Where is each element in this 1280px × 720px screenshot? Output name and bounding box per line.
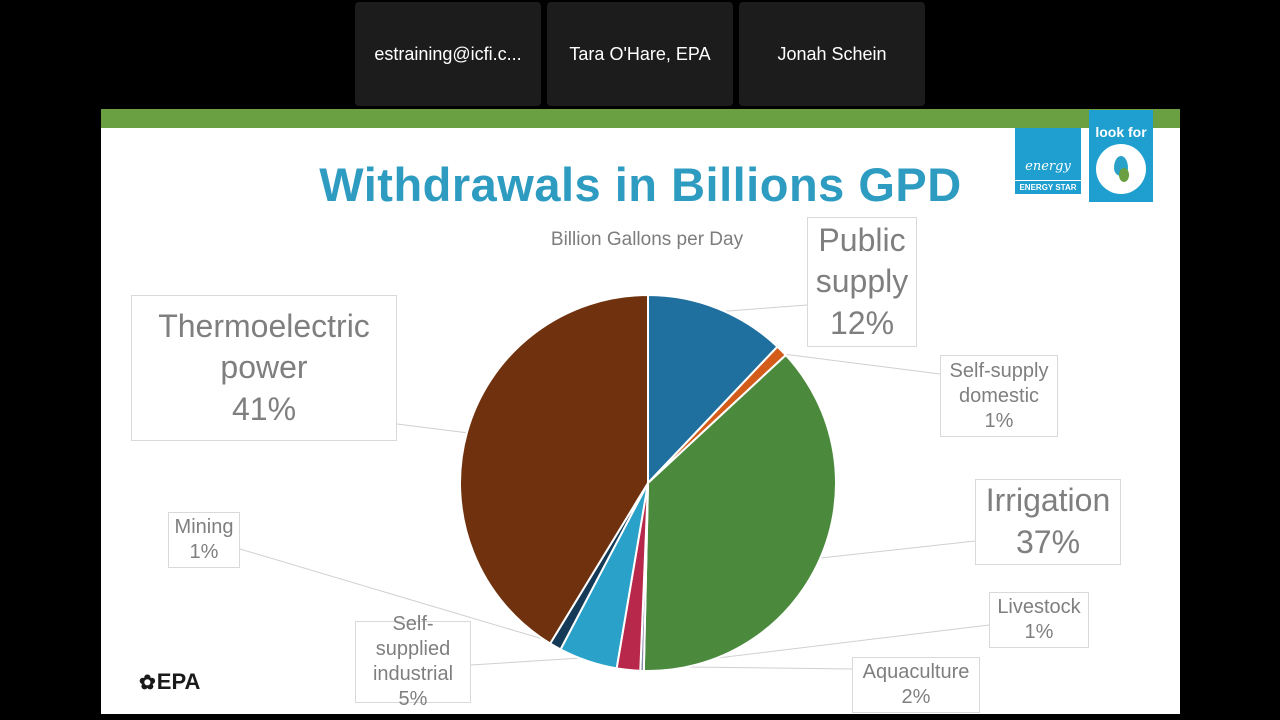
participant-name: estraining@icfi.c... bbox=[374, 43, 522, 64]
data-label-public-supply: Public supply 12% bbox=[807, 217, 917, 347]
data-label-thermoelectric: Thermoelectric power 41% bbox=[131, 295, 397, 441]
leader-line-thermoelectric bbox=[396, 423, 471, 434]
leader-line-self-supply-domestic bbox=[778, 352, 941, 375]
participant-tile[interactable]: estraining@icfi.c... bbox=[355, 2, 541, 106]
leader-line-irrigation bbox=[815, 540, 976, 560]
water-drop-icon bbox=[1096, 144, 1146, 194]
participant-name: Tara O'Hare, EPA bbox=[569, 43, 711, 64]
chart-title: Billion Gallons per Day bbox=[550, 229, 744, 250]
data-label-irrigation: Irrigation 37% bbox=[975, 479, 1121, 565]
data-label-self-supplied-industrial: Self-supplied industrial 5% bbox=[355, 613, 471, 710]
data-label-livestock: Livestock 1% bbox=[989, 592, 1089, 648]
slide-header-bar bbox=[101, 109, 1180, 128]
watersense-logo: look for bbox=[1089, 110, 1153, 202]
leader-line-self-supplied-industrial bbox=[470, 657, 590, 666]
participant-tile[interactable]: Jonah Schein bbox=[739, 2, 925, 106]
pie-slice-public-supply bbox=[647, 293, 779, 486]
pie-slice-irrigation bbox=[642, 353, 837, 672]
participant-tile[interactable]: Tara O'Hare, EPA bbox=[547, 2, 733, 106]
pie-chart bbox=[239, 293, 990, 672]
leader-line-mining bbox=[239, 548, 558, 644]
epa-flower-icon: ✿ bbox=[139, 671, 156, 694]
participant-name: Jonah Schein bbox=[777, 43, 887, 64]
data-label-mining: Mining 1% bbox=[168, 512, 240, 568]
leader-line-public-supply bbox=[716, 304, 808, 313]
pie-slice-thermoelectric bbox=[459, 293, 649, 645]
data-label-aquaculture: Aquaculture 2% bbox=[852, 657, 980, 713]
data-label-self-supply-domestic: Self-supply domestic 1% bbox=[940, 355, 1058, 437]
energy-star-logo: energy ENERGY STAR bbox=[1015, 128, 1081, 194]
slide-title: Withdrawals in Billions GPD bbox=[319, 158, 962, 211]
epa-logo: ✿ EPA bbox=[139, 669, 201, 694]
shared-slide: energy ENERGY STAR look for Withdrawals … bbox=[101, 109, 1180, 714]
